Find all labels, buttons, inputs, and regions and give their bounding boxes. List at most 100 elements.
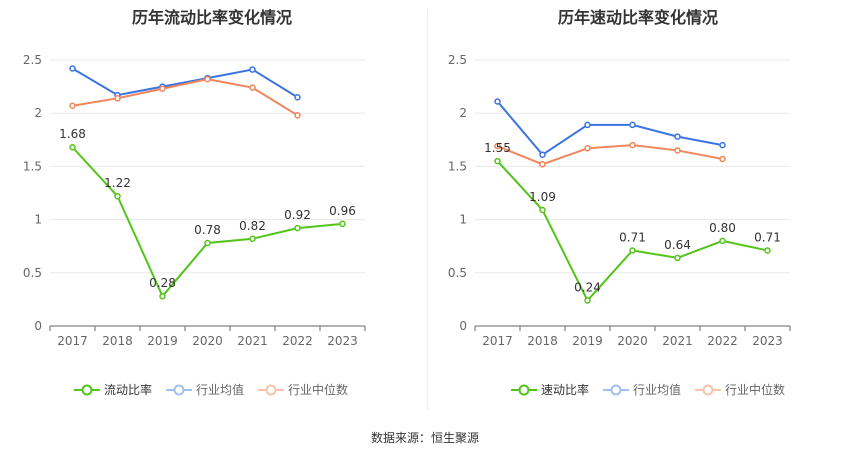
data-point: [719, 237, 726, 245]
x-tick-label: 2018: [102, 334, 133, 348]
data-point: [69, 65, 76, 72]
x-tick-label: 2017: [57, 334, 88, 348]
panel-divider: [427, 10, 428, 410]
data-label: 0.78: [194, 223, 221, 237]
data-label: 0.80: [709, 221, 736, 235]
data-point: [159, 292, 166, 300]
data-point: [674, 147, 681, 154]
legend-marker-orange-icon: [695, 384, 722, 395]
data-point: [204, 239, 211, 247]
data-point: [584, 297, 591, 304]
x-tick-label: 2021: [237, 334, 268, 348]
data-point: [249, 84, 256, 91]
y-tick-label: 1: [459, 213, 467, 227]
y-tick-label: 2.5: [23, 53, 42, 67]
legend-item-industry-mean[interactable]: 行业均值: [166, 381, 244, 398]
data-label: 0.28: [149, 276, 176, 290]
data-point: [539, 161, 546, 168]
data-point: [294, 112, 301, 119]
data-point: [494, 142, 501, 150]
series-line: [497, 144, 723, 166]
y-tick-label: 1.5: [23, 159, 42, 173]
data-source-note: 数据来源：恒生聚源: [370, 431, 479, 445]
data-point: [539, 206, 546, 214]
data-label: 0.92: [284, 208, 311, 222]
data-label: 0.96: [329, 204, 356, 218]
data-point: [69, 102, 76, 110]
legend-label: 行业中位数: [725, 383, 786, 397]
x-tick-label: 2021: [662, 334, 693, 348]
legend-item-industry-median[interactable]: 行业中位数: [258, 381, 348, 398]
data-point: [584, 121, 591, 129]
y-tick-label: 2: [459, 106, 467, 120]
data-point: [114, 95, 121, 102]
legend-label: 行业中位数: [288, 383, 349, 397]
y-tick-label: 2: [34, 106, 42, 120]
series-line: [72, 78, 299, 117]
chart-title-current-ratio: 历年流动比率变化情况: [131, 8, 292, 27]
x-tick-label: 2020: [192, 334, 223, 348]
data-label: 1.68: [59, 127, 86, 141]
x-tick-label: 2019: [572, 334, 603, 348]
x-tick-label: 2023: [327, 334, 358, 348]
series-line: [71, 67, 299, 99]
data-label: 1.55: [484, 141, 511, 155]
data-point: [294, 224, 301, 232]
data-label: 1.09: [529, 190, 556, 204]
data-point: [629, 247, 636, 254]
current-ratio-chart: 0 0.5 1 1.5 2 2.5 2017 2018 2019 2020 2021 2022 2023…: [23, 53, 366, 348]
y-tick-label: 0.5: [23, 266, 42, 280]
data-label: 1.22: [104, 176, 131, 190]
y-tick-label: 0: [34, 319, 42, 333]
data-label: 0.71: [619, 230, 646, 244]
legend-marker-green-icon: [511, 384, 537, 395]
data-point: [629, 141, 636, 149]
data-point: [719, 141, 726, 149]
x-tick-label: 2018: [527, 334, 558, 348]
legend-marker-green-icon: [74, 384, 100, 395]
legend-current-ratio: 流动比率 行业均值 行业中位数: [74, 381, 362, 398]
x-tick-label: 2017: [482, 334, 513, 348]
legend-item-current-ratio[interactable]: 流动比率: [74, 381, 152, 398]
data-point: [764, 247, 771, 254]
data-point: [204, 75, 211, 83]
legend-quick-ratio: 速动比率 行业均值 行业中位数: [511, 381, 799, 398]
data-point: [294, 93, 301, 101]
data-label: 0.82: [239, 219, 266, 233]
data-point: [159, 85, 166, 92]
data-point: [69, 143, 76, 151]
y-tick-label: 1.5: [448, 159, 467, 173]
legend-label: 行业均值: [196, 383, 245, 397]
data-point: [494, 98, 501, 105]
series-line: [496, 100, 723, 157]
legend-marker-blue-icon: [166, 384, 193, 395]
data-label: 0.24: [574, 280, 601, 294]
data-point: [249, 66, 256, 73]
x-tick-label: 2022: [707, 334, 738, 348]
data-point: [339, 220, 346, 228]
data-point: [629, 121, 636, 129]
legend-label: 流动比率: [104, 383, 153, 397]
data-point: [719, 155, 726, 163]
x-tick-label: 2023: [752, 334, 783, 348]
legend-marker-blue-icon: [603, 384, 630, 395]
legend-item-industry-mean[interactable]: 行业均值: [603, 381, 681, 398]
legend-marker-orange-icon: [258, 384, 285, 395]
quick-ratio-chart: 0 0.5 1 1.5 2 2.5 2017 2018 2019 2020 2021 2022 2023…: [448, 53, 791, 348]
legend-item-quick-ratio[interactable]: 速动比率: [511, 381, 589, 398]
data-point: [584, 145, 591, 152]
data-point: [494, 157, 501, 165]
y-tick-label: 2.5: [448, 53, 467, 67]
data-point: [674, 133, 681, 140]
y-tick-label: 0.5: [448, 266, 467, 280]
data-label: 0.71: [754, 230, 781, 244]
y-tick-label: 0: [459, 319, 467, 333]
data-point: [114, 192, 121, 200]
chart-title-quick-ratio: 历年速动比率变化情况: [557, 8, 718, 27]
x-tick-label: 2022: [282, 334, 313, 348]
legend-item-industry-median[interactable]: 行业中位数: [695, 381, 785, 398]
legend-label: 行业均值: [633, 383, 682, 397]
data-label: 0.64: [664, 238, 691, 252]
x-tick-label: 2020: [617, 334, 648, 348]
y-tick-label: 1: [34, 213, 42, 227]
